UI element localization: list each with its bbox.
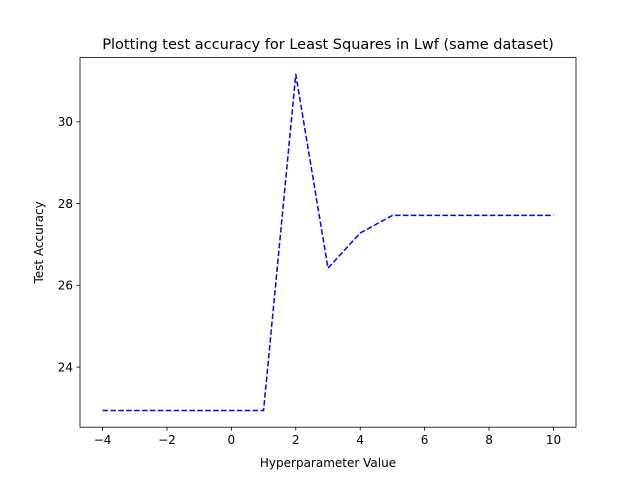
y-tick-label: 28 — [58, 197, 73, 211]
x-tick-label: −4 — [94, 433, 112, 447]
y-tick-label: 30 — [58, 115, 73, 129]
y-axis-ticks: 24 26 28 30 — [58, 115, 80, 374]
y-tick-label: 26 — [58, 279, 73, 293]
x-axis-ticks: −4 −2 0 2 4 6 8 10 — [94, 427, 561, 447]
plot-area-frame — [79, 57, 577, 428]
chart-title: Plotting test accuracy for Least Squares… — [102, 37, 553, 53]
x-tick-label: 6 — [421, 433, 429, 447]
series-line-0 — [102, 73, 554, 412]
y-axis-label: Test Accuracy — [32, 201, 46, 284]
x-axis-label: Hyperparameter Value — [260, 456, 396, 470]
series-layer — [102, 73, 554, 412]
x-tick-label: −2 — [158, 433, 176, 447]
x-tick-label: 8 — [485, 433, 493, 447]
y-tick-label: 24 — [58, 360, 73, 374]
x-tick-label: 2 — [292, 433, 300, 447]
x-tick-label: 0 — [228, 433, 236, 447]
x-tick-label: 4 — [356, 433, 364, 447]
x-tick-label: 10 — [546, 433, 561, 447]
